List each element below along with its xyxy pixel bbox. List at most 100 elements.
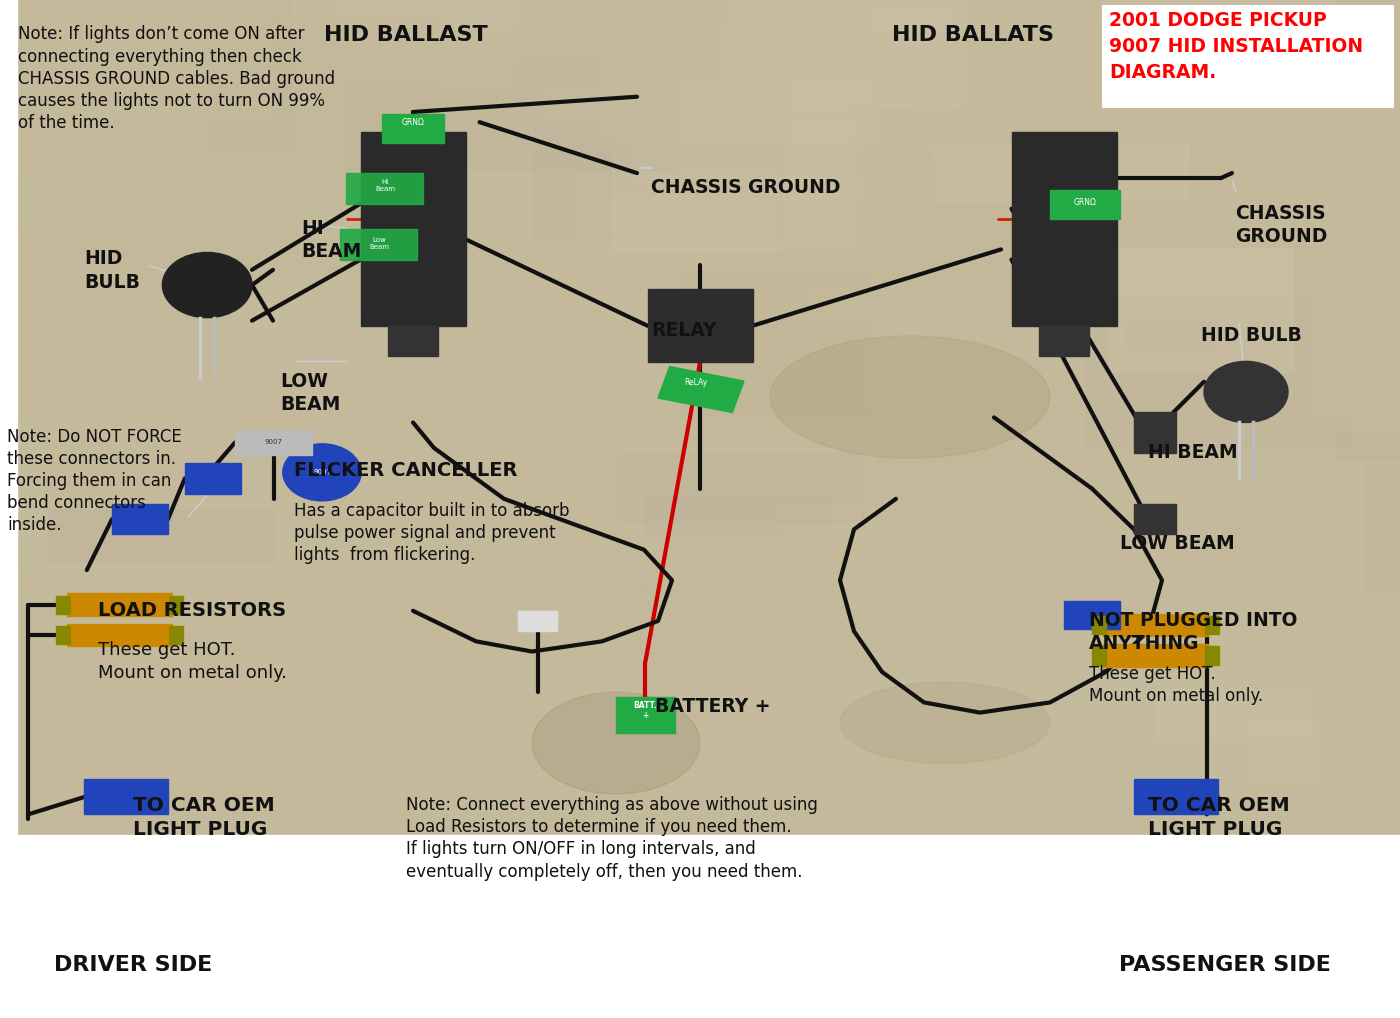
Bar xyxy=(112,504,168,534)
Bar xyxy=(1102,5,1393,107)
Bar xyxy=(581,197,784,273)
Text: NOT PLUGGED INTO
ANYTHING: NOT PLUGGED INTO ANYTHING xyxy=(1089,611,1298,654)
Bar xyxy=(346,59,676,169)
Text: FLICKER CANCELLER: FLICKER CANCELLER xyxy=(294,461,518,480)
Text: HID BULB: HID BULB xyxy=(1201,326,1302,345)
Bar xyxy=(1190,189,1400,278)
Bar xyxy=(647,289,753,362)
Bar xyxy=(185,463,241,494)
Text: BATTERY +: BATTERY + xyxy=(655,697,770,717)
Bar xyxy=(1109,248,1294,373)
Bar xyxy=(575,175,896,275)
Bar xyxy=(235,430,312,455)
Bar xyxy=(615,39,776,60)
Bar xyxy=(1134,779,1218,814)
Bar xyxy=(1365,455,1400,591)
Circle shape xyxy=(162,252,252,318)
Bar xyxy=(645,491,830,533)
Bar xyxy=(507,64,609,148)
Text: RELAY: RELAY xyxy=(651,321,717,340)
Bar xyxy=(1092,646,1106,665)
Bar xyxy=(340,229,417,260)
Text: HI
BEAM: HI BEAM xyxy=(301,219,361,262)
Bar xyxy=(658,366,743,412)
Text: TO CAR OEM
LIGHT PLUG: TO CAR OEM LIGHT PLUG xyxy=(133,796,274,839)
Bar xyxy=(1205,646,1219,665)
Bar xyxy=(1205,616,1219,634)
Bar xyxy=(633,139,825,178)
Bar xyxy=(6,293,262,370)
Bar xyxy=(0,0,17,1018)
Bar xyxy=(361,132,465,326)
Bar xyxy=(533,125,783,237)
Bar xyxy=(56,596,70,614)
Bar xyxy=(69,122,407,270)
Bar xyxy=(48,510,273,561)
Text: 2001 DODGE PICKUP
9007 HID INSTALLATION
DIAGRAM.: 2001 DODGE PICKUP 9007 HID INSTALLATION … xyxy=(1109,11,1364,81)
Bar xyxy=(1336,433,1400,459)
Text: ReLAy: ReLAy xyxy=(685,379,707,387)
Bar xyxy=(1250,721,1400,784)
Bar xyxy=(0,179,192,229)
Text: HI BEAM: HI BEAM xyxy=(1148,443,1238,462)
Bar xyxy=(361,132,465,326)
Bar xyxy=(0,835,1400,1018)
Bar xyxy=(169,626,183,644)
Bar xyxy=(651,90,914,129)
Bar xyxy=(647,289,753,362)
Bar xyxy=(539,84,874,138)
Bar xyxy=(1126,323,1218,348)
Text: Has a capacitor built in to absorb
pulse power signal and prevent
lights  from f: Has a capacitor built in to absorb pulse… xyxy=(294,502,570,564)
Text: GRNΩ: GRNΩ xyxy=(1074,199,1096,207)
Bar xyxy=(367,395,704,440)
Ellipse shape xyxy=(840,682,1050,764)
Bar xyxy=(1145,86,1189,161)
Text: PASSENGER SIDE: PASSENGER SIDE xyxy=(1119,955,1331,975)
Bar xyxy=(123,675,216,702)
Bar xyxy=(1134,779,1218,814)
Text: TO CAR OEM
LIGHT PLUG: TO CAR OEM LIGHT PLUG xyxy=(1148,796,1289,839)
Bar xyxy=(729,123,806,229)
Bar xyxy=(1011,132,1117,326)
Bar xyxy=(346,173,423,204)
Bar xyxy=(1224,527,1338,598)
Bar xyxy=(640,583,833,654)
Text: These get HOT.
Mount on metal only.: These get HOT. Mount on metal only. xyxy=(98,641,287,681)
Bar xyxy=(1050,190,1120,219)
Bar xyxy=(1158,0,1341,14)
Bar xyxy=(67,593,172,616)
Bar xyxy=(67,624,172,646)
Bar xyxy=(1163,0,1400,65)
Bar xyxy=(934,145,1189,200)
Bar xyxy=(84,779,168,814)
Text: LOAD RESISTORS: LOAD RESISTORS xyxy=(98,601,286,620)
Bar xyxy=(95,374,143,463)
Bar xyxy=(1086,296,1351,447)
Bar xyxy=(778,504,969,566)
Bar xyxy=(67,593,172,616)
Bar xyxy=(382,114,444,143)
Bar xyxy=(599,24,853,143)
Text: GRNΩ: GRNΩ xyxy=(402,118,424,126)
Bar xyxy=(1011,132,1117,326)
Bar xyxy=(276,16,442,114)
Bar xyxy=(1155,689,1310,740)
Text: CHASSIS GROUND: CHASSIS GROUND xyxy=(651,178,840,197)
Bar xyxy=(1134,504,1176,534)
Bar xyxy=(84,779,168,814)
Text: Note: Connect everything as above without using
Load Resistors to determine if y: Note: Connect everything as above withou… xyxy=(406,796,818,881)
Bar xyxy=(67,624,172,646)
Bar xyxy=(518,611,557,631)
Bar xyxy=(876,448,1001,586)
Bar xyxy=(1103,614,1208,636)
Text: These get HOT.
Mount on metal only.: These get HOT. Mount on metal only. xyxy=(1089,665,1263,704)
Bar xyxy=(231,312,438,374)
Bar xyxy=(809,204,1044,319)
Bar xyxy=(1039,326,1089,356)
Text: Low
Beam: Low Beam xyxy=(370,237,389,249)
Text: DRIVER SIDE: DRIVER SIDE xyxy=(53,955,213,975)
Circle shape xyxy=(1204,361,1288,422)
Bar xyxy=(1064,601,1120,629)
Bar xyxy=(1302,667,1400,812)
Text: HID BALLATS: HID BALLATS xyxy=(892,25,1054,46)
